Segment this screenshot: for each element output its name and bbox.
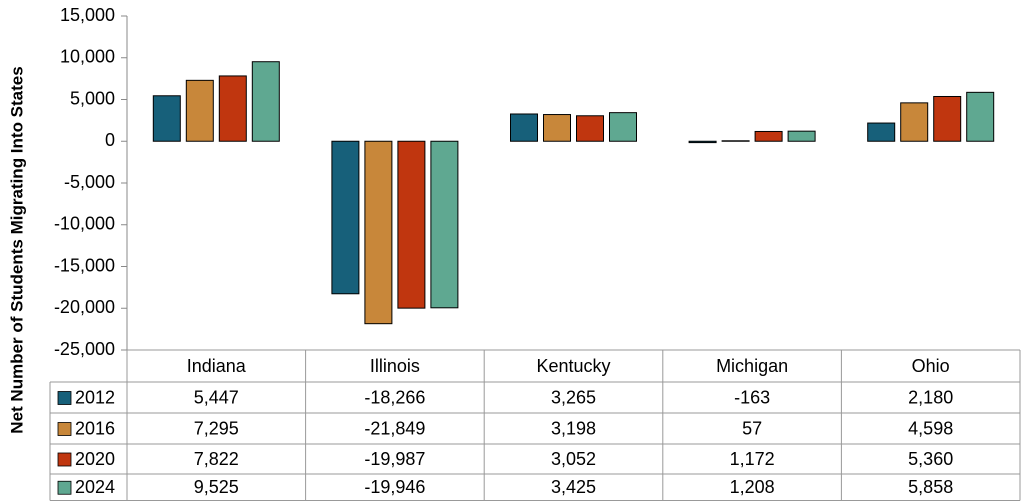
category-label: Michigan <box>716 356 788 376</box>
table-value: 7,295 <box>194 418 239 438</box>
legend-label: 2016 <box>75 418 115 438</box>
table-value: 3,265 <box>551 387 596 407</box>
y-axis-label: Net Number of Students Migrating Into St… <box>7 66 26 433</box>
bar <box>576 115 604 142</box>
table-value: 5,360 <box>908 449 953 469</box>
table-value: 3,052 <box>551 449 596 469</box>
bar <box>251 61 280 142</box>
bar <box>430 140 459 309</box>
table-value: 2,180 <box>908 387 953 407</box>
bar <box>543 114 571 142</box>
y-tick-label: -10,000 <box>54 214 115 234</box>
bar <box>152 95 181 142</box>
category-label: Illinois <box>370 356 420 376</box>
category-label: Ohio <box>912 356 950 376</box>
table-value: 5,447 <box>194 387 239 407</box>
category-label: Indiana <box>187 356 247 376</box>
bar <box>867 122 896 142</box>
bar <box>185 79 214 142</box>
y-tick-label: 15,000 <box>60 5 115 25</box>
y-tick-label: 5,000 <box>70 88 115 108</box>
table-value: 3,198 <box>551 418 596 438</box>
y-tick-label: -25,000 <box>54 339 115 359</box>
y-tick-label: -15,000 <box>54 255 115 275</box>
bar <box>933 95 962 142</box>
legend-label: 2020 <box>75 449 115 469</box>
bar <box>966 91 995 142</box>
bar <box>364 140 393 325</box>
category-label: Kentucky <box>536 356 610 376</box>
bar <box>609 112 637 142</box>
legend-label: 2012 <box>75 387 115 407</box>
y-tick-label: 10,000 <box>60 47 115 67</box>
legend-swatch <box>57 480 72 495</box>
table-value: -163 <box>734 387 770 407</box>
bar <box>397 140 426 309</box>
bar <box>787 130 816 142</box>
table-value: 57 <box>742 418 762 438</box>
bar <box>688 140 717 144</box>
y-tick-label: -20,000 <box>54 297 115 317</box>
table-value: -18,266 <box>364 387 425 407</box>
table-value: 4,598 <box>908 418 953 438</box>
y-tick-label: -5,000 <box>64 172 115 192</box>
legend-swatch <box>57 422 72 436</box>
table-value: 1,172 <box>730 449 775 469</box>
table-value: 7,822 <box>194 449 239 469</box>
y-tick-label: 0 <box>105 130 115 150</box>
bar <box>510 113 538 142</box>
bar <box>754 130 783 142</box>
legend-label: 2024 <box>75 477 115 497</box>
table-value: 9,525 <box>194 477 239 497</box>
table-value: 3,425 <box>551 477 596 497</box>
table-value: 5,858 <box>908 477 953 497</box>
table-value: -19,987 <box>364 449 425 469</box>
table-value: -19,946 <box>364 477 425 497</box>
bar <box>900 102 929 142</box>
legend-swatch <box>57 452 72 467</box>
legend-swatch <box>57 391 72 405</box>
table-value: -21,849 <box>364 418 425 438</box>
table-value: 1,208 <box>730 477 775 497</box>
bar <box>331 140 360 295</box>
bar <box>218 75 247 142</box>
